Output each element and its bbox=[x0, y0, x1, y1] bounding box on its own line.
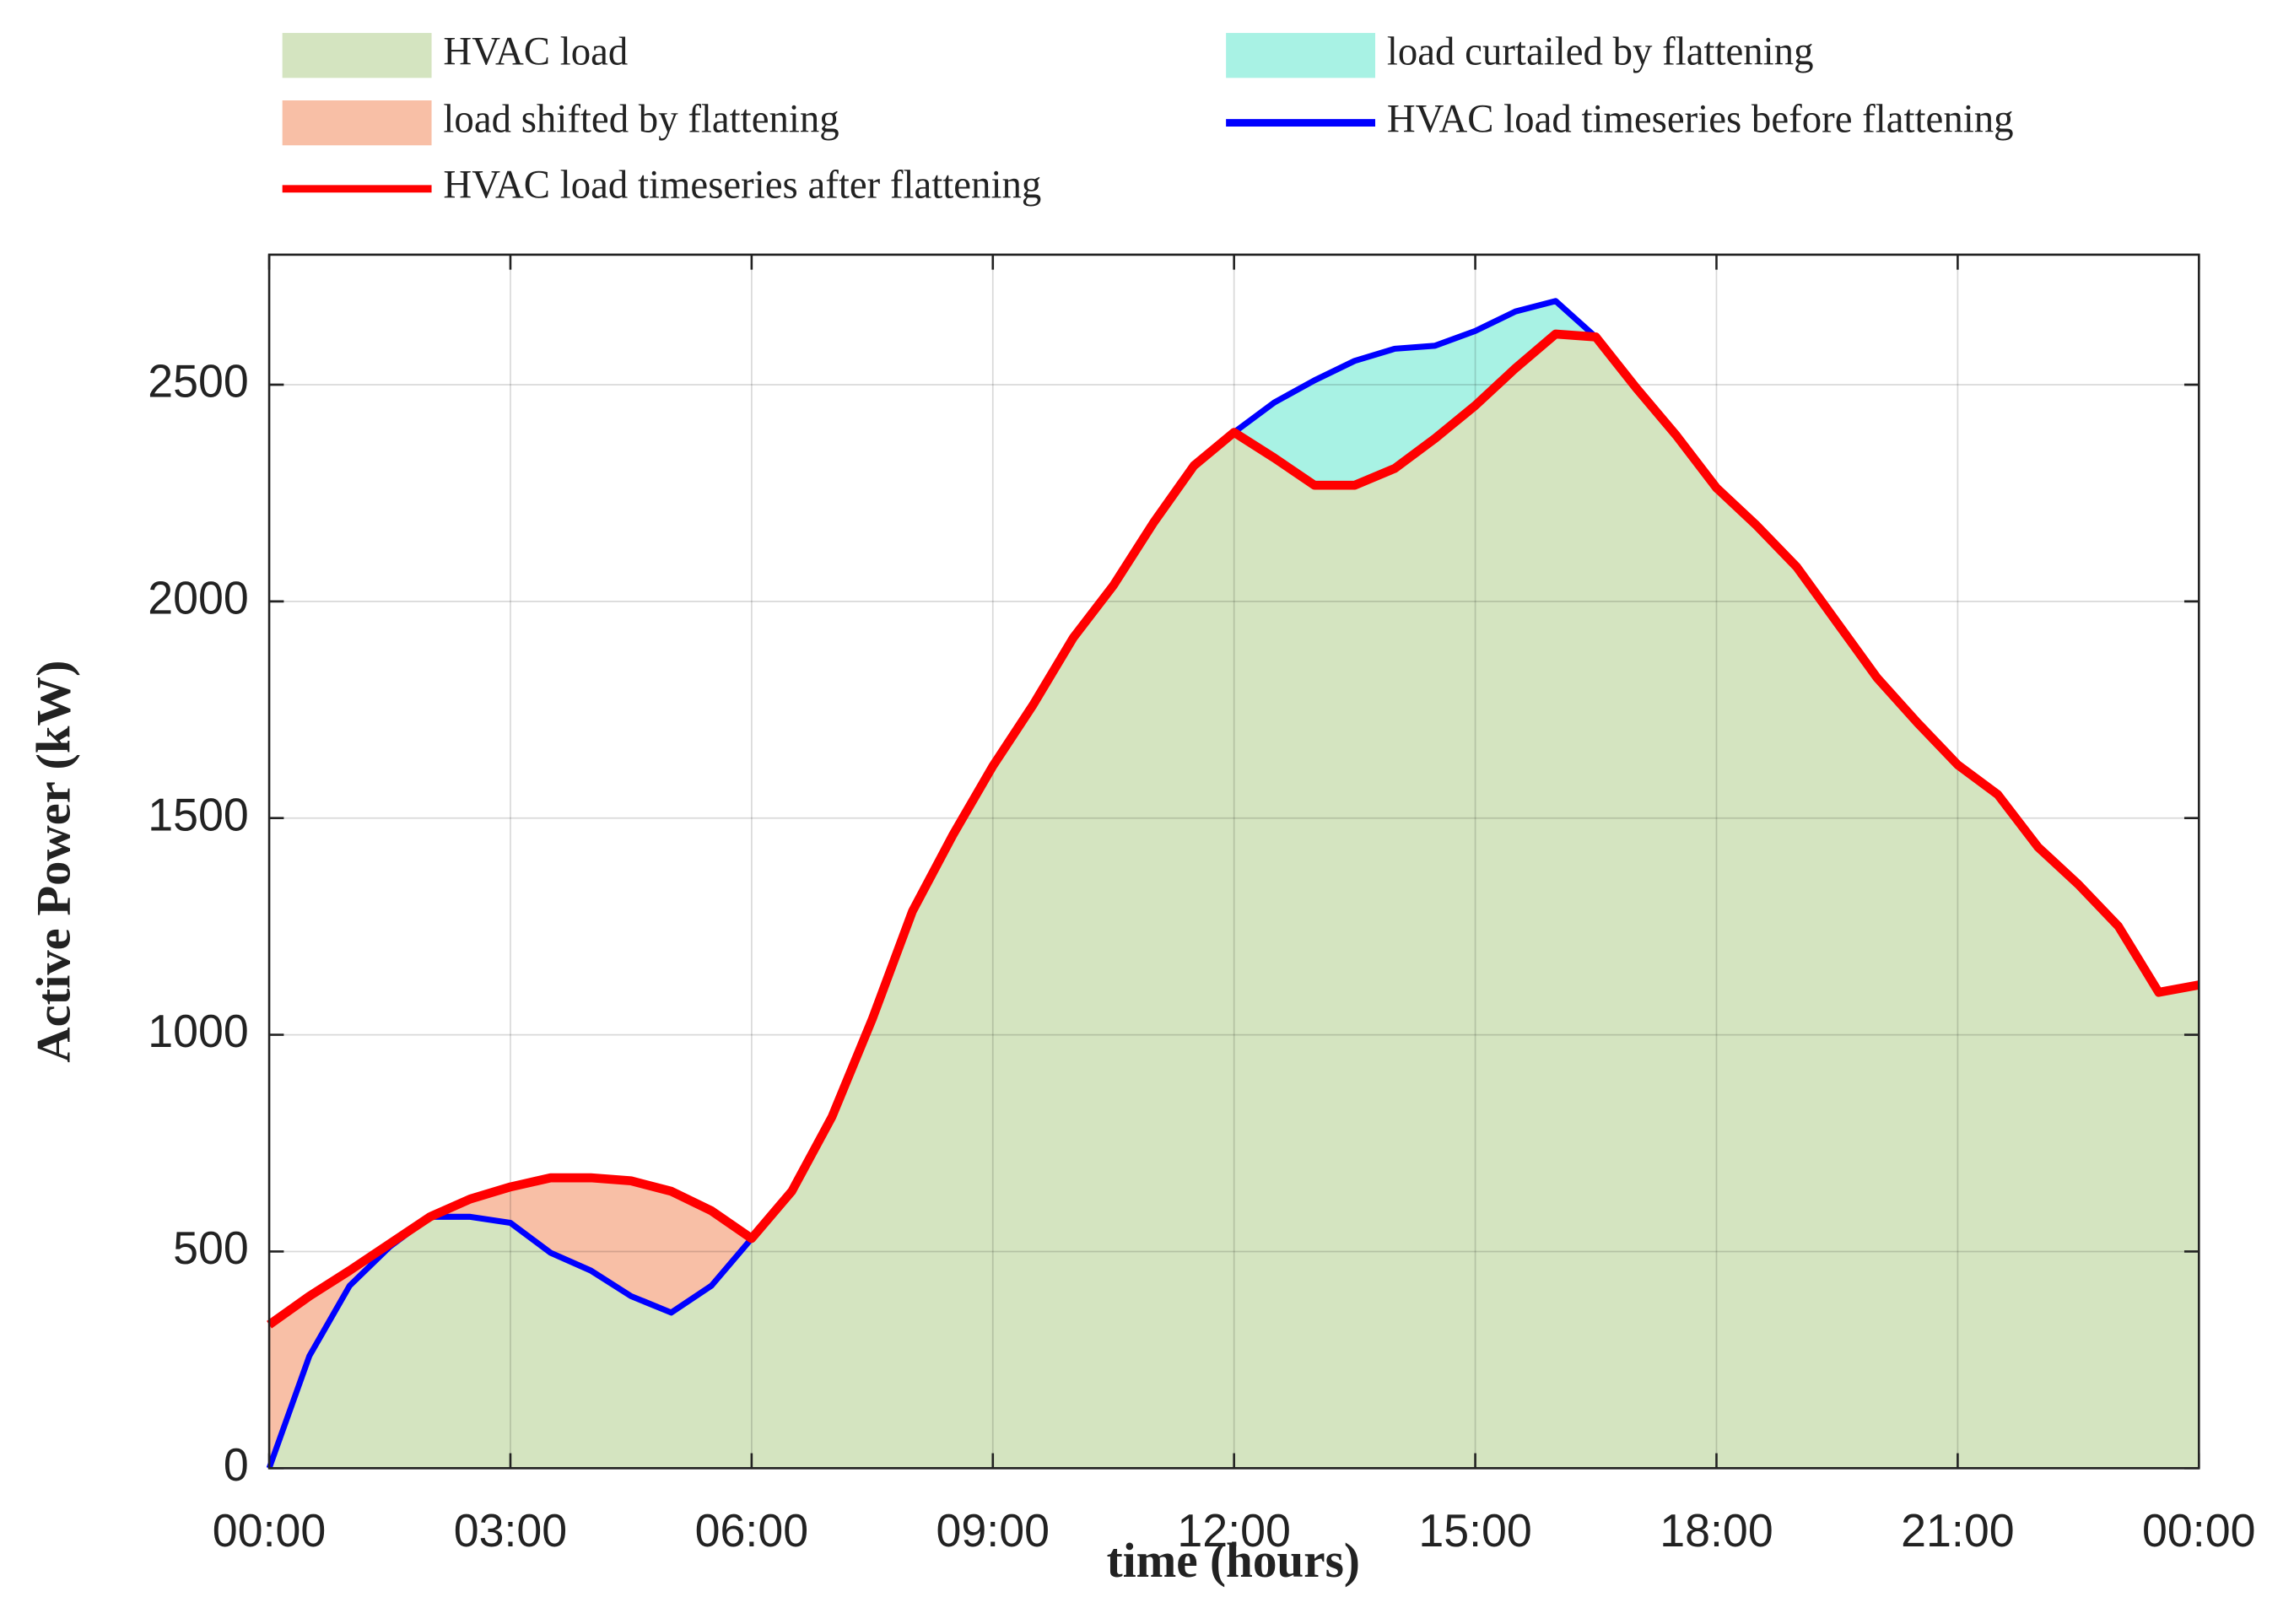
x-tick-label: 09:00 bbox=[936, 1504, 1050, 1557]
legend-patch bbox=[1226, 33, 1376, 78]
hvac-area bbox=[269, 333, 2200, 1469]
legend-label: HVAC load bbox=[443, 30, 628, 74]
x-tick-label: 18:00 bbox=[1660, 1504, 1773, 1557]
x-tick-label: 12:00 bbox=[1177, 1504, 1290, 1557]
after-line bbox=[267, 329, 2200, 1329]
y-tick-label: 1500 bbox=[148, 789, 249, 841]
legend-label: load shifted by flattening bbox=[443, 97, 839, 142]
x-tick-label: 03:00 bbox=[454, 1504, 567, 1557]
y-tick-label: 1000 bbox=[148, 1006, 249, 1058]
y-tick-label: 2000 bbox=[148, 572, 249, 624]
legend-label: HVAC load timeseries after flattening bbox=[443, 163, 1041, 208]
x-tick-label: 06:00 bbox=[695, 1504, 808, 1557]
legend-patch bbox=[282, 33, 432, 78]
x-tick-label: 15:00 bbox=[1418, 1504, 1531, 1557]
x-tick-label: 00:00 bbox=[213, 1504, 326, 1557]
y-tick-label: 0 bbox=[224, 1438, 249, 1491]
legend-label: load curtailed by flattening bbox=[1387, 30, 1814, 74]
legend-label: HVAC load timeseries before flattening bbox=[1387, 97, 2014, 142]
y-axis-label: Active Power (kW) bbox=[26, 660, 80, 1062]
x-axis-label: time (hours) bbox=[1107, 1533, 1360, 1589]
y-tick-label: 2500 bbox=[148, 355, 249, 407]
plot-frame bbox=[267, 253, 2200, 1470]
legend-patch bbox=[282, 100, 432, 146]
x-tick-label: 21:00 bbox=[1901, 1504, 2014, 1557]
y-tick-label: 500 bbox=[173, 1222, 249, 1274]
x-tick-label: 00:00 bbox=[2142, 1504, 2255, 1557]
